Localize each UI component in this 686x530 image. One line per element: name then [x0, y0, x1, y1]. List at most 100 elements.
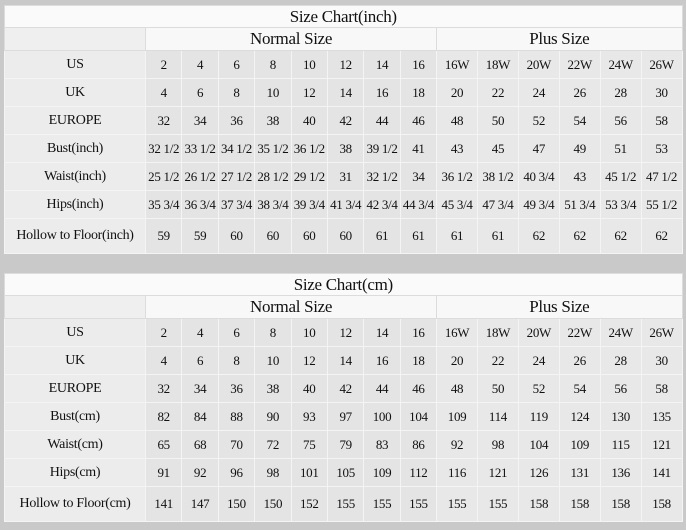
- size-cell: 59: [181, 218, 219, 254]
- row-label: Hollow to Floor(cm): [4, 486, 146, 522]
- size-cell: 86: [399, 430, 438, 459]
- size-cell: 109: [436, 402, 479, 431]
- row-label: Bust(inch): [4, 134, 146, 163]
- size-cell: 28: [599, 78, 642, 107]
- size-cell: 22W: [558, 318, 601, 347]
- size-cell: 51: [599, 134, 642, 163]
- size-cell: 10: [290, 50, 328, 79]
- size-cell: 61: [363, 218, 401, 254]
- size-cell: 75: [290, 430, 328, 459]
- size-cell: 60: [217, 218, 256, 254]
- size-cell: 2: [144, 50, 183, 79]
- size-cell: 34: [181, 106, 219, 135]
- size-cell: 51 3/4: [558, 190, 601, 219]
- size-cell: 45 3/4: [436, 190, 479, 219]
- size-cell: 12: [326, 318, 365, 347]
- size-cell: 6: [217, 318, 256, 347]
- size-cell: 16: [363, 78, 401, 107]
- size-cell: 35 3/4: [144, 190, 183, 219]
- size-cell: 155: [436, 486, 479, 522]
- size-cell: 98: [477, 430, 519, 459]
- size-cell: 26 1/2: [181, 162, 219, 191]
- size-cell: 114: [477, 402, 519, 431]
- size-cell: 155: [326, 486, 365, 522]
- table-row: UK 4 6 8 10 12 14 16 18 20 22 24 26 28 30: [4, 346, 683, 375]
- size-cell: 32: [144, 374, 183, 403]
- size-cell: 40: [290, 106, 328, 135]
- size-cell: 158: [558, 486, 601, 522]
- row-label: Hips(cm): [4, 458, 146, 487]
- size-cell: 38: [254, 374, 292, 403]
- size-cell: 62: [599, 218, 642, 254]
- size-cell: 16W: [436, 318, 479, 347]
- size-cell: 18W: [477, 50, 519, 79]
- table-row: Hips(inch) 35 3/4 36 3/4 37 3/4 38 3/4 39 3/4…: [4, 190, 683, 219]
- size-cell: 42 3/4: [363, 190, 401, 219]
- size-cell: 54: [558, 106, 601, 135]
- size-cell: 155: [399, 486, 438, 522]
- size-cell: 42: [326, 106, 365, 135]
- size-cell: 47: [517, 134, 560, 163]
- size-cell: 36 1/2: [290, 134, 328, 163]
- size-cell: 29 1/2: [290, 162, 328, 191]
- size-cell: 39 1/2: [363, 134, 401, 163]
- size-cell: 92: [436, 430, 479, 459]
- size-cell: 68: [181, 430, 219, 459]
- size-cell: 18: [399, 346, 438, 375]
- size-cell: 115: [599, 430, 642, 459]
- size-cell: 20W: [517, 318, 560, 347]
- chart-title: Size Chart(inch): [4, 5, 683, 28]
- size-cell: 96: [217, 458, 256, 487]
- size-cell: 24W: [599, 318, 642, 347]
- size-cell: 100: [363, 402, 401, 431]
- size-cell: 121: [640, 430, 683, 459]
- table-row: Hollow to Floor(inch) 59 59 60 60 60 60 61 61 61 6…: [4, 218, 683, 254]
- size-cell: 12: [290, 346, 328, 375]
- size-cell: 26: [558, 346, 601, 375]
- size-cell: 30: [640, 346, 683, 375]
- size-cell: 112: [399, 458, 438, 487]
- size-cell: 41 3/4: [326, 190, 365, 219]
- size-cell: 49: [558, 134, 601, 163]
- normal-size-header: Normal Size: [144, 295, 438, 319]
- table-row: EUROPE 32 34 36 38 40 42 44 46 48 50 52 54 56 58: [4, 106, 683, 135]
- size-cell: 38: [326, 134, 365, 163]
- size-cell: 109: [558, 430, 601, 459]
- size-cell: 72: [254, 430, 292, 459]
- size-cell: 10: [290, 318, 328, 347]
- size-cell: 20: [436, 346, 479, 375]
- row-label: Waist(cm): [4, 430, 146, 459]
- table-row: EUROPE 32 34 36 38 40 42 44 46 48 50 52 54 56 58: [4, 374, 683, 403]
- size-cell: 41: [399, 134, 438, 163]
- size-cell: 49 3/4: [517, 190, 560, 219]
- size-cell: 45 1/2: [599, 162, 642, 191]
- size-cell: 141: [144, 486, 183, 522]
- size-cell: 22: [477, 346, 519, 375]
- size-cell: 35 1/2: [254, 134, 292, 163]
- size-cell: 101: [290, 458, 328, 487]
- size-cell: 91: [144, 458, 183, 487]
- size-cell: 60: [290, 218, 328, 254]
- size-cell: 92: [181, 458, 219, 487]
- plus-size-header: Plus Size: [436, 295, 683, 319]
- size-cell: 48: [436, 374, 479, 403]
- size-chart-cm: Size Chart(cm) Normal Size Plus Size US 2 4…: [4, 273, 683, 522]
- size-cell: 150: [217, 486, 256, 522]
- size-cell: 10: [254, 346, 292, 375]
- size-cell: 8: [254, 50, 292, 79]
- size-cell: 27 1/2: [217, 162, 256, 191]
- size-cell: 119: [517, 402, 560, 431]
- size-cell: 109: [363, 458, 401, 487]
- size-cell: 98: [254, 458, 292, 487]
- size-cell: 155: [477, 486, 519, 522]
- row-label: EUROPE: [4, 374, 146, 403]
- plus-size-header: Plus Size: [436, 27, 683, 51]
- size-cell: 34: [399, 162, 438, 191]
- size-cell: 47 1/2: [640, 162, 683, 191]
- size-cell: 50: [477, 374, 519, 403]
- size-cell: 155: [363, 486, 401, 522]
- size-cell: 26: [558, 78, 601, 107]
- size-cell: 36: [217, 374, 256, 403]
- size-cell: 28 1/2: [254, 162, 292, 191]
- size-cell: 16: [363, 346, 401, 375]
